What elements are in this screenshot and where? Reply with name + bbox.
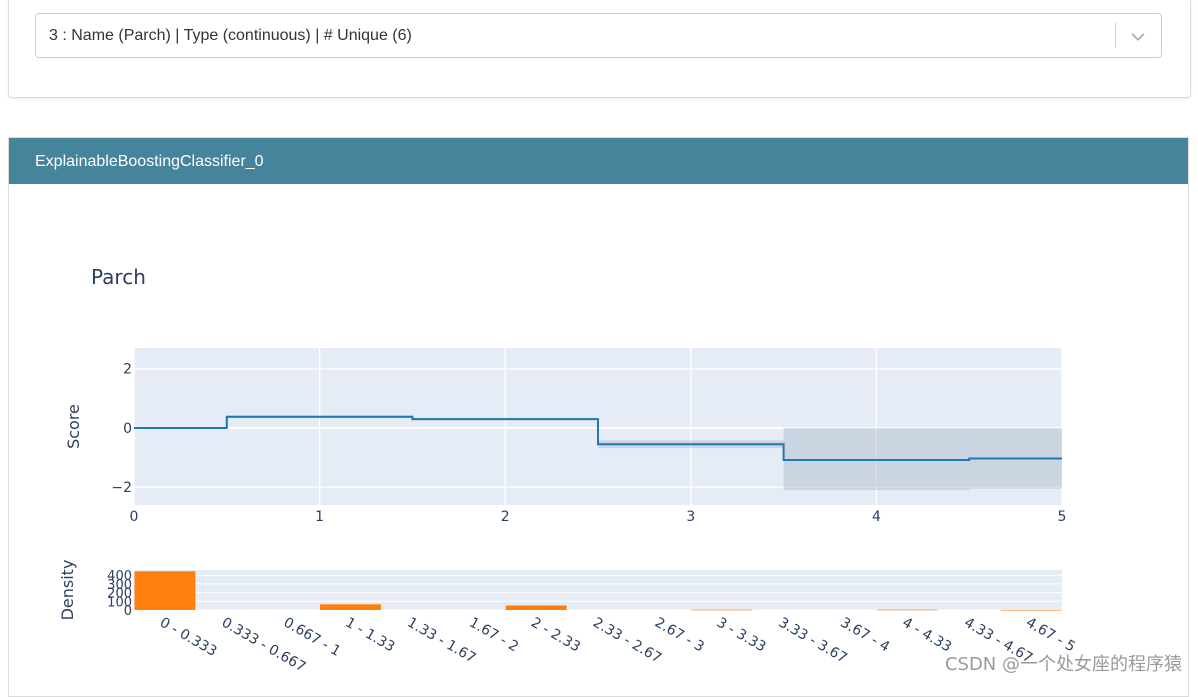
- density-x-tick-label: 1 - 1.33: [343, 615, 398, 656]
- density-x-tick-label: 2.33 - 2.67: [590, 615, 664, 667]
- card-title: ExplainableBoostingClassifier_0: [35, 153, 264, 170]
- density-y-tick-label: 100: [107, 595, 132, 610]
- dropdown-separator: [1115, 23, 1116, 48]
- density-bar: [505, 605, 567, 610]
- chart-title: Parch: [91, 265, 146, 289]
- x-tick-label: 2: [501, 509, 510, 525]
- feature-dropdown[interactable]: 3 : Name (Parch) | Type (continuous) | #…: [35, 13, 1162, 58]
- density-axis-label: Density: [58, 560, 77, 621]
- density-plot-area: [134, 570, 1062, 610]
- score-line: [134, 415, 1062, 461]
- density-bar: [134, 571, 196, 610]
- feature-selector-card: 3 : Name (Parch) | Type (continuous) | #…: [8, 0, 1191, 98]
- x-tick-label: 3: [686, 509, 695, 525]
- watermark: CSDN @一个处女座的程序猿: [944, 654, 1182, 675]
- density-y-tick-label: 300: [107, 578, 132, 593]
- chevron-down-icon[interactable]: [1129, 28, 1147, 46]
- score-axis-label: Score: [64, 404, 83, 449]
- density-bar: [876, 609, 938, 611]
- density-y-tick-label: 200: [107, 587, 132, 602]
- feature-dropdown-value: 3 : Name (Parch) | Type (continuous) | #…: [49, 27, 412, 44]
- x-tick-label: 1: [315, 509, 324, 525]
- density-y-tick-label: 400: [107, 569, 132, 584]
- x-tick-label: 5: [1058, 509, 1067, 525]
- y-tick-label: 0: [123, 421, 132, 437]
- x-tick-label: 4: [872, 509, 881, 525]
- density-x-tick-label: 3 - 3.33: [714, 615, 769, 656]
- density-bar: [691, 609, 753, 611]
- density-x-tick-label: 1.33 - 1.67: [404, 615, 478, 667]
- density-bar: [1000, 609, 1062, 611]
- x-tick-label: 0: [130, 509, 139, 525]
- y-tick-label: −2: [111, 480, 132, 496]
- density-bar: [320, 604, 381, 610]
- density-x-tick-label: 2 - 2.33: [528, 615, 583, 656]
- density-x-tick-label: 0 - 0.333: [157, 615, 220, 660]
- y-tick-label: 2: [123, 362, 132, 378]
- card-header: ExplainableBoostingClassifier_0: [9, 138, 1188, 184]
- density-x-tick-label: 3.33 - 3.67: [776, 615, 850, 667]
- density-y-tick-label: 0: [124, 604, 132, 619]
